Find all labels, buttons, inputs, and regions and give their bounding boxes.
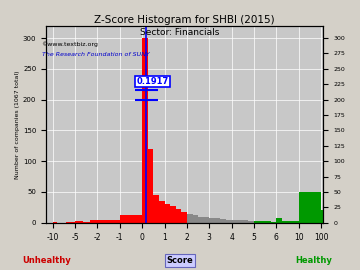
Bar bbox=[142, 38, 148, 223]
Bar bbox=[53, 222, 57, 223]
Bar bbox=[271, 222, 276, 223]
Bar bbox=[82, 222, 90, 223]
Bar bbox=[209, 218, 215, 223]
Text: ©www.textbiz.org: ©www.textbiz.org bbox=[41, 41, 98, 47]
Bar bbox=[321, 211, 346, 223]
Bar bbox=[193, 215, 198, 223]
Bar bbox=[153, 195, 159, 223]
Bar bbox=[243, 220, 248, 223]
Bar bbox=[299, 192, 321, 223]
Bar bbox=[120, 215, 142, 223]
Bar bbox=[237, 220, 243, 223]
Title: Z-Score Histogram for SHBI (2015): Z-Score Histogram for SHBI (2015) bbox=[94, 15, 275, 25]
Bar bbox=[71, 222, 75, 223]
Text: Sector: Financials: Sector: Financials bbox=[140, 28, 220, 37]
Bar bbox=[215, 218, 220, 223]
Bar bbox=[254, 221, 260, 223]
Bar bbox=[39, 222, 44, 223]
Text: Score: Score bbox=[167, 256, 193, 265]
Text: Unhealthy: Unhealthy bbox=[22, 256, 71, 265]
Bar bbox=[220, 219, 226, 223]
Bar bbox=[90, 220, 98, 223]
Bar bbox=[198, 217, 204, 223]
Bar bbox=[176, 209, 181, 223]
Bar bbox=[98, 220, 120, 223]
Bar bbox=[187, 214, 193, 223]
Text: 0.1917: 0.1917 bbox=[136, 77, 169, 86]
Bar bbox=[204, 217, 209, 223]
Bar bbox=[265, 221, 271, 223]
Bar bbox=[66, 222, 71, 223]
Y-axis label: Number of companies (1067 total): Number of companies (1067 total) bbox=[15, 70, 20, 178]
Bar bbox=[282, 221, 299, 223]
Text: Healthy: Healthy bbox=[295, 256, 332, 265]
Bar bbox=[248, 221, 254, 223]
Bar bbox=[226, 220, 232, 223]
Bar bbox=[276, 218, 282, 223]
Bar bbox=[75, 221, 82, 223]
Bar bbox=[170, 205, 176, 223]
Bar bbox=[260, 221, 265, 223]
Bar bbox=[159, 201, 165, 223]
Bar bbox=[165, 204, 170, 223]
Bar bbox=[232, 220, 237, 223]
Text: The Research Foundation of SUNY: The Research Foundation of SUNY bbox=[41, 52, 149, 57]
Bar bbox=[181, 212, 187, 223]
Bar bbox=[148, 149, 153, 223]
